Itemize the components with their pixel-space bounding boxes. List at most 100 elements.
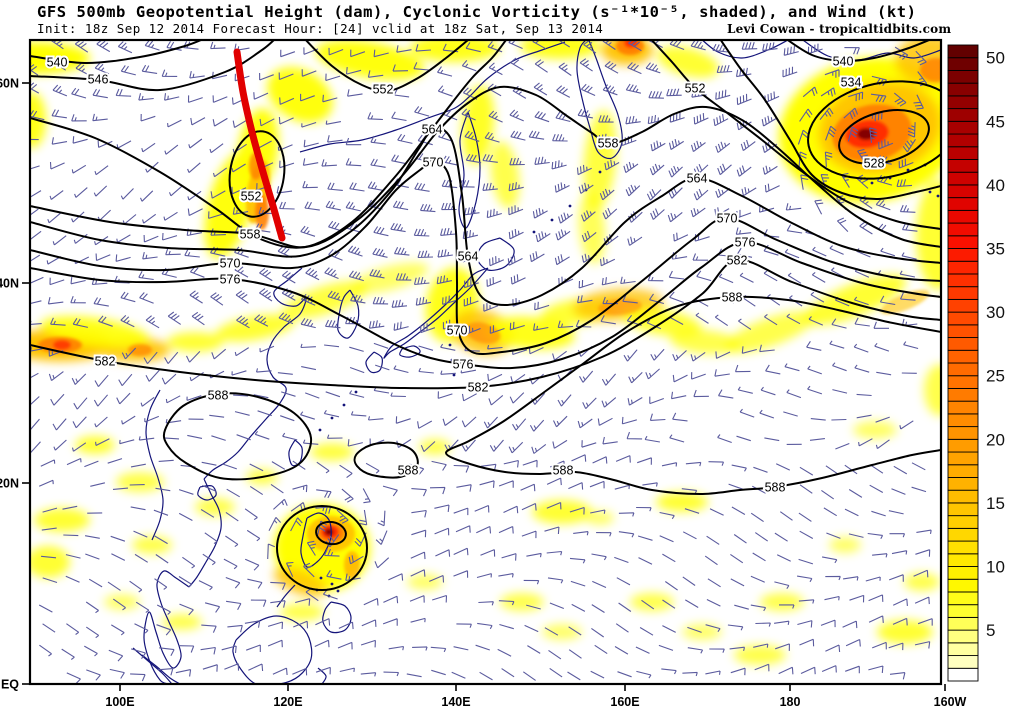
contour-label: 570 bbox=[423, 156, 444, 170]
coastline-island-dot bbox=[330, 416, 334, 420]
vorticity-blob bbox=[30, 42, 90, 74]
wind-barb bbox=[94, 62, 110, 75]
wind-barb bbox=[694, 233, 710, 242]
wind-barb bbox=[236, 434, 251, 441]
wind-barb bbox=[761, 115, 777, 127]
wind-barb bbox=[628, 211, 643, 223]
wind-barb bbox=[577, 295, 593, 304]
wind-barb bbox=[367, 199, 383, 210]
wind-barb bbox=[254, 314, 269, 327]
wind-barb bbox=[869, 127, 878, 143]
wind-barb bbox=[167, 119, 182, 128]
wind-barb bbox=[489, 325, 505, 334]
wind-barb bbox=[292, 460, 306, 470]
wind-barb bbox=[300, 225, 316, 237]
coastline bbox=[300, 512, 332, 568]
vorticity-blob bbox=[116, 472, 164, 492]
wind-barb bbox=[211, 435, 226, 441]
contour-label: 582 bbox=[468, 381, 489, 395]
y-axis-tick-label: 60N bbox=[0, 77, 19, 91]
wind-barb bbox=[893, 92, 907, 107]
coastline bbox=[197, 484, 217, 501]
wind-barb bbox=[824, 595, 840, 601]
wind-barb bbox=[621, 416, 637, 425]
wind-barb bbox=[913, 569, 929, 578]
wind-barb bbox=[798, 512, 812, 522]
wind-barb bbox=[186, 351, 201, 363]
wind-barb bbox=[731, 464, 747, 472]
wind-barb bbox=[759, 344, 775, 353]
wind-barb bbox=[837, 217, 849, 232]
wind-barb bbox=[488, 110, 503, 123]
wind-barb bbox=[823, 507, 837, 517]
height-contour bbox=[30, 159, 941, 356]
wind-barb bbox=[292, 667, 308, 676]
height-contour bbox=[228, 130, 286, 218]
init-valid-subtitle: Init: 18z Sep 12 2014 Forecast Hour: [24… bbox=[37, 21, 604, 36]
wind-barb bbox=[521, 530, 537, 539]
wind-barb bbox=[508, 205, 524, 216]
wind-barb bbox=[282, 432, 298, 441]
wind-barb bbox=[112, 487, 129, 490]
wind-barb bbox=[589, 480, 605, 489]
contour-label: 552 bbox=[373, 83, 394, 97]
wind-barb bbox=[510, 274, 526, 285]
wind-barb bbox=[465, 325, 481, 335]
wind-barb bbox=[666, 88, 682, 97]
credit-text: Levi Cowan - tropicaltidbits.com bbox=[727, 22, 952, 36]
wind-barb bbox=[350, 411, 367, 417]
wind-barb bbox=[267, 543, 276, 560]
wind-barb bbox=[162, 232, 178, 241]
wind-barb bbox=[259, 118, 275, 127]
wind-barb bbox=[143, 234, 159, 243]
wind-barb bbox=[204, 532, 218, 545]
wind-barb bbox=[90, 482, 106, 487]
coastline bbox=[701, 40, 789, 59]
wind-barb bbox=[227, 624, 243, 633]
wind-barb bbox=[763, 270, 778, 282]
vorticity-blob bbox=[167, 332, 223, 352]
wind-barb bbox=[807, 385, 823, 395]
wind-barb bbox=[254, 430, 270, 440]
wind-barb bbox=[75, 63, 90, 76]
wind-barb bbox=[281, 288, 296, 301]
wind-barb bbox=[292, 484, 308, 493]
wind-barb bbox=[253, 394, 269, 399]
wind-barb bbox=[876, 371, 892, 376]
wind-barb bbox=[234, 347, 249, 357]
wind-barb bbox=[580, 210, 596, 222]
wind-barb bbox=[637, 535, 653, 541]
wind-barb bbox=[92, 88, 108, 99]
wind-barb bbox=[453, 507, 469, 516]
wind-barb bbox=[459, 179, 475, 188]
wind-barb bbox=[741, 346, 757, 354]
contour-label: 564 bbox=[687, 172, 708, 186]
wind-barb bbox=[544, 526, 560, 535]
wind-barb bbox=[548, 649, 562, 660]
wind-barb bbox=[373, 342, 389, 349]
wind-barb bbox=[797, 575, 813, 583]
wind-barb bbox=[880, 247, 896, 257]
wind-barb bbox=[453, 464, 470, 473]
wind-barb bbox=[382, 485, 398, 497]
wind-barb bbox=[157, 668, 174, 676]
wind-barb bbox=[63, 534, 79, 537]
contour-label: 540 bbox=[47, 56, 68, 70]
wind-barb bbox=[116, 392, 131, 405]
wind-barb bbox=[130, 673, 146, 682]
wind-barb bbox=[621, 136, 637, 147]
wind-barb bbox=[51, 137, 68, 145]
wind-barb bbox=[578, 182, 594, 194]
wind-barb bbox=[347, 439, 363, 447]
wind-barb bbox=[856, 414, 872, 419]
wind-barb bbox=[668, 187, 683, 199]
wind-barb bbox=[164, 351, 179, 364]
wind-barb bbox=[347, 89, 363, 97]
wind-barb bbox=[30, 208, 39, 216]
wind-barb bbox=[187, 162, 201, 174]
wind-barb bbox=[618, 531, 635, 538]
wind-barb bbox=[911, 462, 926, 471]
wind-barb bbox=[615, 455, 631, 463]
wind-barb bbox=[713, 114, 729, 127]
wind-barb bbox=[501, 553, 517, 561]
